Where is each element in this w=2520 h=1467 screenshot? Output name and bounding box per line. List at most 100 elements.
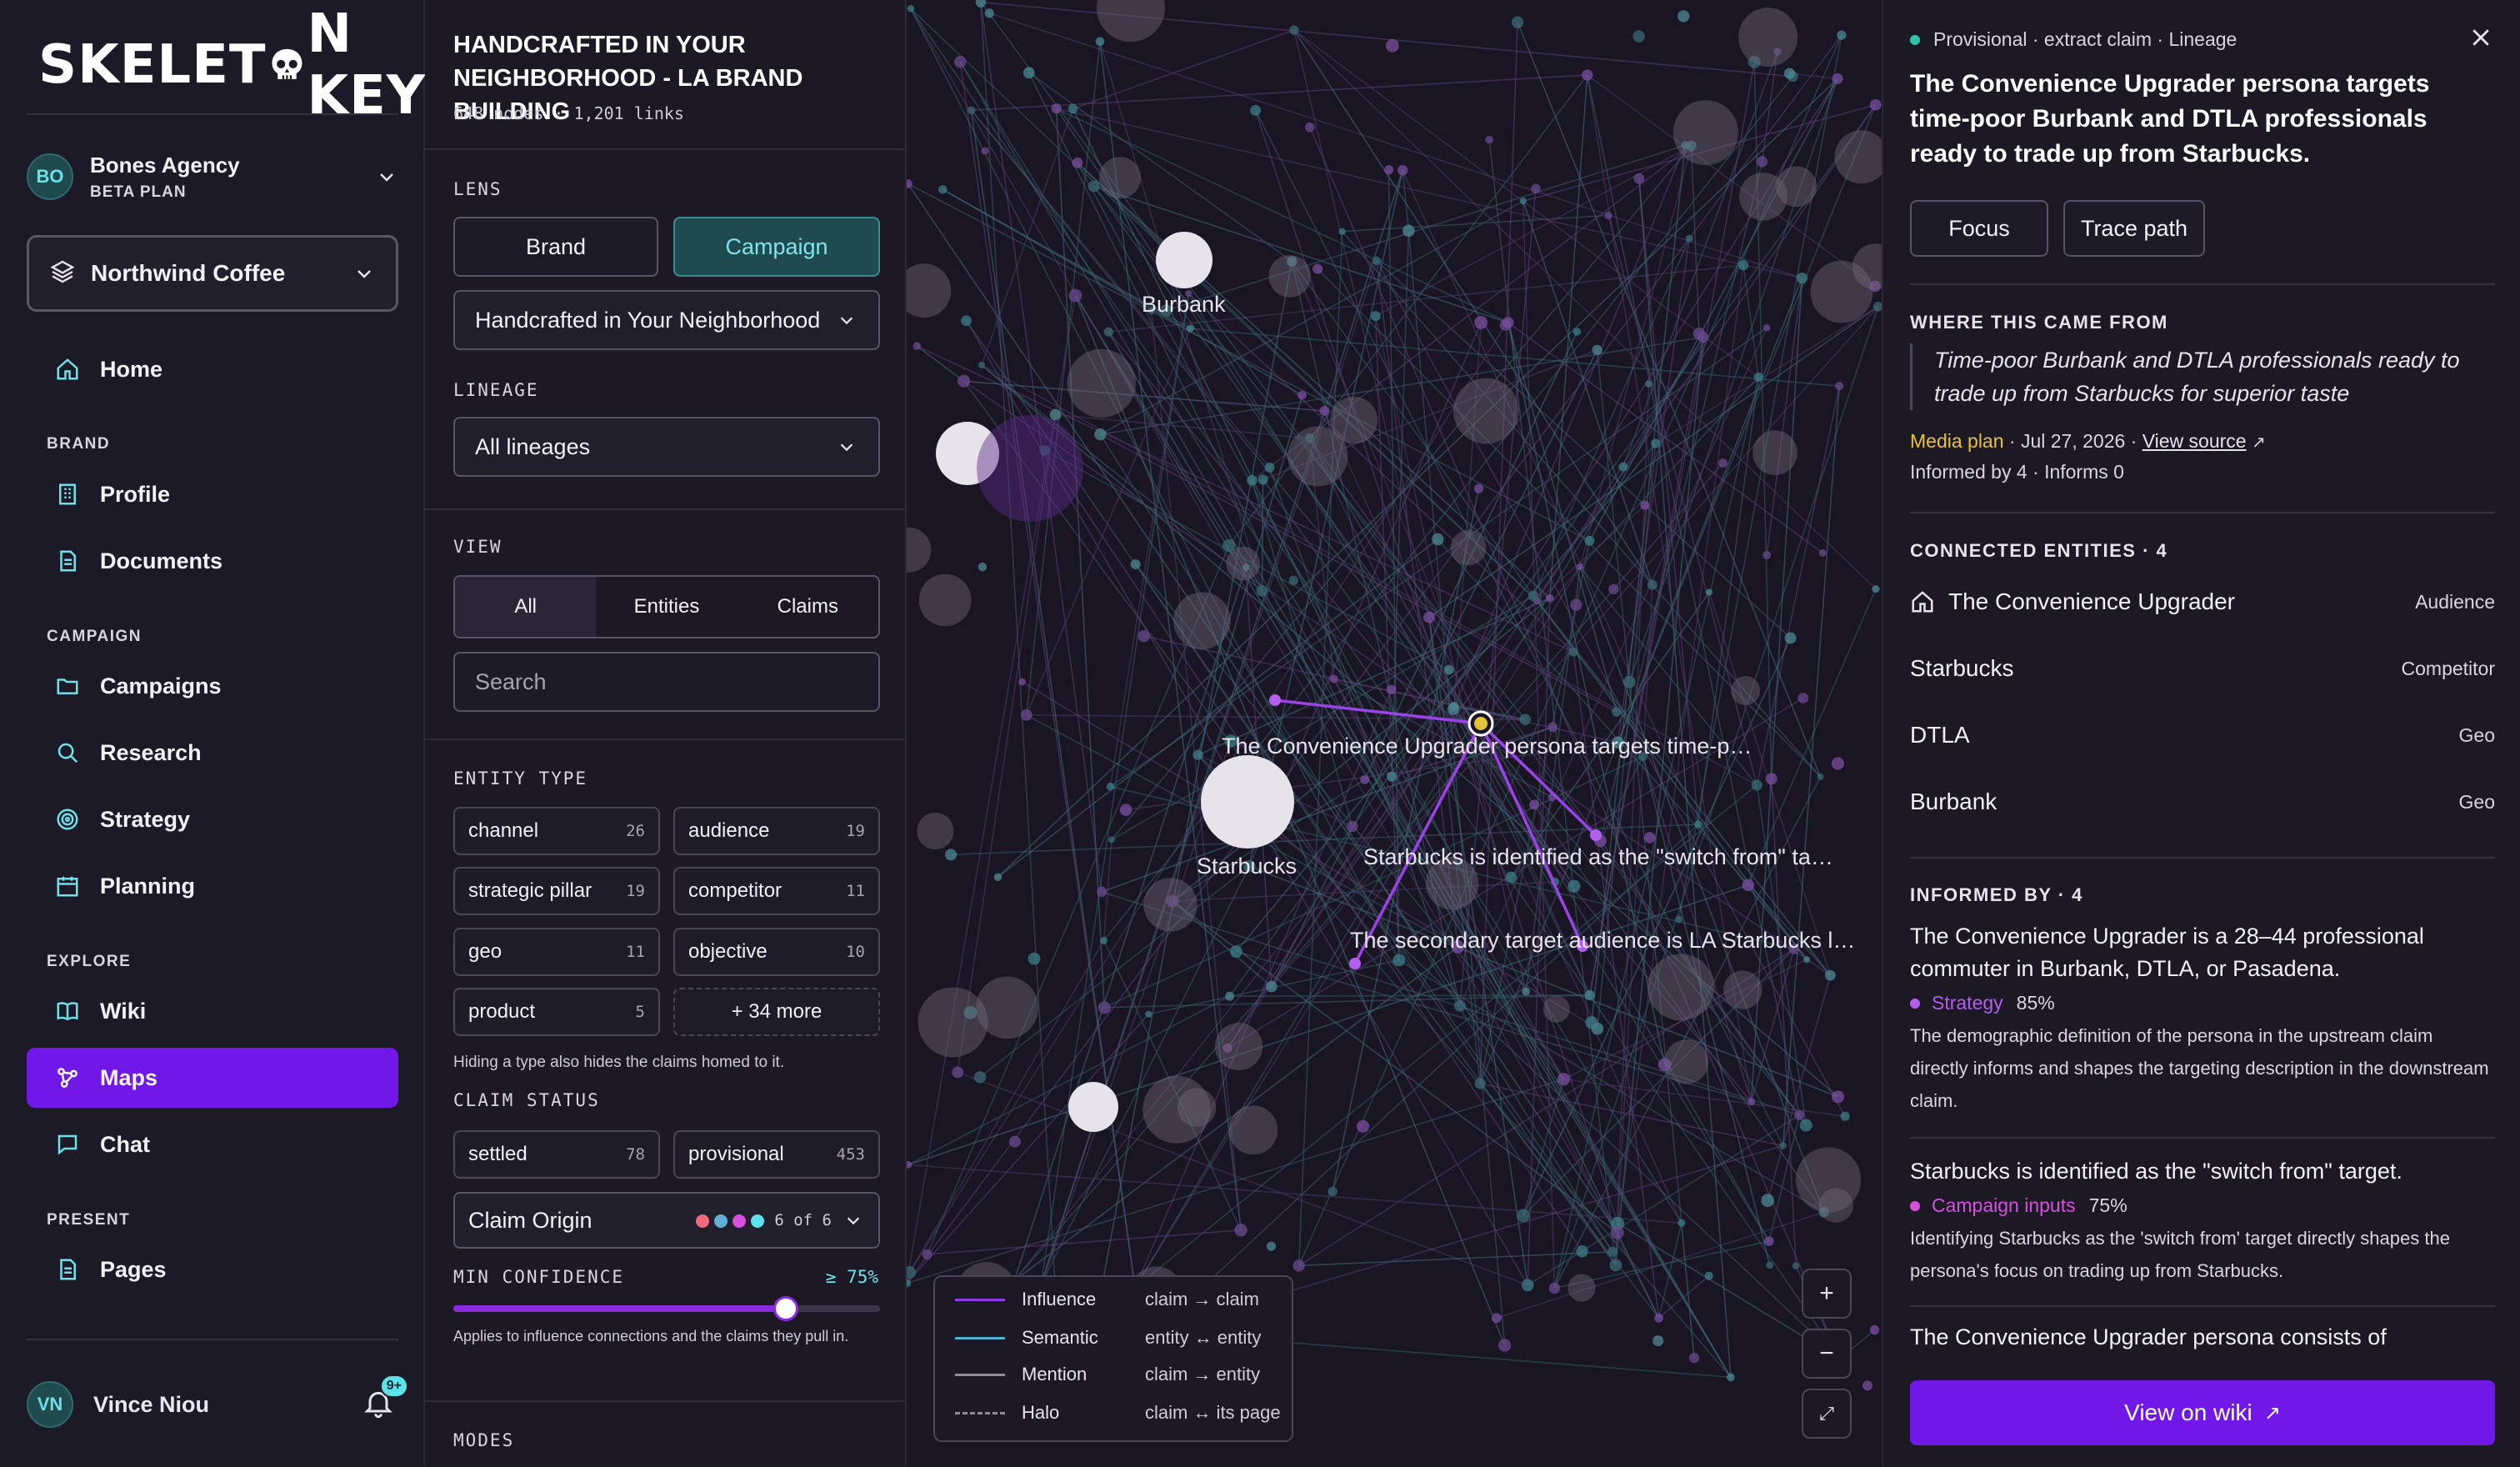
entity-node-burbank[interactable] — [1156, 232, 1212, 288]
page-node[interactable] — [918, 987, 988, 1058]
graph-node[interactable] — [1840, 1111, 1850, 1121]
graph-node[interactable] — [922, 1249, 932, 1260]
graph-node[interactable] — [1242, 563, 1250, 571]
graph-node[interactable] — [1748, 1098, 1756, 1106]
page-node[interactable] — [1810, 260, 1873, 323]
graph-node[interactable] — [1049, 408, 1062, 421]
nav-item-documents[interactable]: Documents — [27, 531, 398, 591]
close-icon[interactable] — [2468, 25, 2493, 50]
page-node[interactable] — [1268, 254, 1312, 298]
trace-path-button[interactable]: Trace path — [2063, 200, 2205, 257]
graph-node[interactable] — [961, 315, 972, 327]
graph-node[interactable] — [1451, 940, 1465, 954]
graph-node[interactable] — [1576, 1244, 1588, 1258]
nav-item-maps[interactable]: Maps — [27, 1048, 398, 1108]
graph-node[interactable] — [1160, 304, 1172, 317]
view-all-tab[interactable]: All — [455, 577, 597, 637]
graph-node[interactable] — [1522, 987, 1531, 996]
graph-node[interactable] — [952, 1066, 964, 1079]
nav-item-strategy[interactable]: Strategy — [27, 789, 398, 849]
graph-node[interactable] — [1098, 1001, 1111, 1014]
graph-node[interactable] — [1572, 328, 1582, 336]
status-chip-provisional[interactable]: provisional 453 — [673, 1130, 880, 1179]
graph-node[interactable] — [907, 1161, 912, 1169]
graph-node[interactable] — [963, 1005, 978, 1019]
entity-row[interactable]: The Convenience Upgrader Audience — [1910, 588, 2495, 615]
graph-node[interactable] — [1824, 969, 1836, 981]
user-menu[interactable]: VN Vince Niou 9+ — [27, 1367, 408, 1442]
graph-node[interactable] — [1312, 263, 1323, 274]
graph-node[interactable] — [1511, 16, 1524, 28]
graph-node[interactable] — [1119, 804, 1132, 816]
graph-node[interactable] — [912, 342, 922, 350]
informing-claim[interactable]: Starbucks is identified as the "switch f… — [1910, 1155, 2495, 1287]
graph-node[interactable] — [1432, 533, 1444, 546]
graph-node[interactable] — [1360, 774, 1370, 784]
graph-node[interactable] — [1304, 433, 1315, 443]
graph-node[interactable] — [1068, 288, 1082, 303]
entity-chip-geo[interactable]: geo 11 — [453, 928, 660, 976]
graph-node[interactable] — [1022, 67, 1035, 79]
graph-node[interactable] — [1675, 915, 1683, 924]
graph-node[interactable] — [1738, 259, 1749, 271]
focus-button[interactable]: Focus — [1910, 200, 2048, 257]
graph-node[interactable] — [1103, 327, 1113, 337]
graph-node[interactable] — [1784, 632, 1797, 644]
graph-node[interactable] — [1753, 372, 1763, 382]
graph-node[interactable] — [1018, 678, 1026, 686]
graph-node[interactable] — [1138, 629, 1150, 643]
nav-item-planning[interactable]: Planning — [27, 856, 398, 916]
page-node[interactable] — [1752, 430, 1798, 476]
graph-node[interactable] — [1773, 48, 1782, 56]
page-node[interactable] — [1795, 1147, 1862, 1213]
graph-node[interactable] — [1794, 1109, 1805, 1120]
graph-node[interactable] — [1751, 779, 1762, 791]
graph-node[interactable] — [954, 55, 967, 68]
graph-node[interactable] — [1640, 500, 1650, 510]
graph-node[interactable] — [1862, 1380, 1873, 1391]
page-node[interactable] — [1731, 676, 1761, 705]
graph-node[interactable] — [1304, 122, 1315, 133]
graph-node[interactable] — [1611, 1216, 1625, 1230]
graph-node[interactable] — [1328, 1186, 1338, 1197]
claim-node[interactable] — [1349, 958, 1361, 969]
graph-node[interactable] — [1685, 234, 1693, 243]
graph-node[interactable] — [1869, 98, 1882, 111]
graph-node[interactable] — [1654, 1313, 1663, 1323]
graph-node[interactable] — [1338, 228, 1346, 235]
graph-node[interactable] — [1548, 1282, 1561, 1294]
page-node[interactable] — [907, 527, 932, 573]
graph-node[interactable] — [1869, 1324, 1880, 1335]
entity-chip-channel[interactable]: channel 26 — [453, 807, 660, 855]
graph-node[interactable] — [1385, 38, 1399, 53]
graph-node[interactable] — [1748, 55, 1761, 68]
graph-node[interactable] — [1545, 593, 1554, 603]
informing-claim[interactable]: The Convenience Upgrader persona consist… — [1910, 1321, 2495, 1354]
graph-node[interactable] — [1397, 164, 1408, 176]
graph-node[interactable] — [1051, 103, 1062, 114]
graph-node[interactable] — [978, 562, 988, 572]
claim-node[interactable] — [1590, 829, 1602, 841]
graph-node[interactable] — [1792, 1262, 1800, 1269]
graph-node[interactable] — [1832, 73, 1843, 84]
graph-node[interactable] — [1088, 180, 1100, 193]
page-node[interactable] — [1647, 954, 1715, 1021]
graph-node[interactable] — [1028, 952, 1041, 965]
graph-node[interactable] — [1570, 598, 1582, 611]
graph-node[interactable] — [1608, 583, 1619, 595]
graph-node[interactable] — [1727, 1373, 1735, 1382]
lineage-select[interactable]: All lineages — [453, 417, 880, 477]
view-on-wiki-button[interactable]: View on wiki ↗ — [1910, 1380, 2495, 1445]
brand-select[interactable]: Northwind Coffee — [27, 235, 398, 312]
graph-node[interactable] — [1643, 832, 1656, 844]
graph-node[interactable] — [1652, 1334, 1664, 1347]
graph-node[interactable] — [1585, 1016, 1598, 1029]
graph-node[interactable] — [1247, 474, 1258, 486]
graph-node[interactable] — [1383, 165, 1394, 175]
graph-node[interactable] — [1372, 256, 1382, 266]
graph-node[interactable] — [1356, 1119, 1370, 1133]
graph-node[interactable] — [1762, 551, 1772, 559]
app-logo[interactable]: SKELET N KEY — [38, 3, 440, 127]
graph-node[interactable] — [1531, 183, 1541, 194]
page-node[interactable] — [1568, 1274, 1596, 1302]
